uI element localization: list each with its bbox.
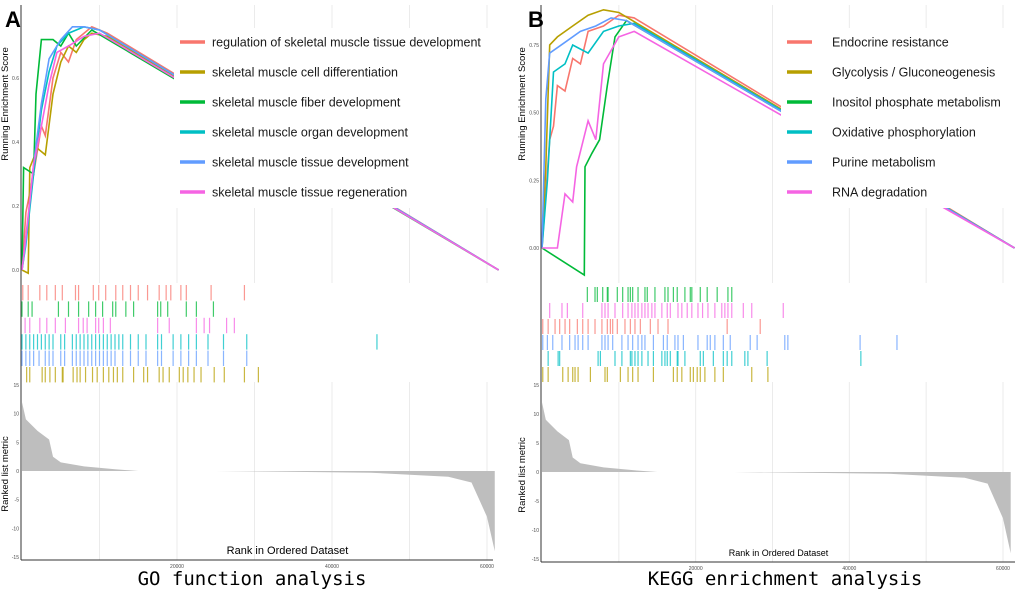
metric-tick-label: 10 bbox=[13, 412, 19, 418]
metric-tick-label: 5 bbox=[16, 440, 19, 446]
metric-tick-label: -5 bbox=[15, 498, 20, 504]
metric-tick-label: 15 bbox=[13, 383, 19, 389]
metric-tick-label: -10 bbox=[532, 528, 539, 534]
panel-label: A bbox=[5, 7, 21, 32]
es-axis-title: Running Enrichment Score bbox=[517, 47, 528, 161]
x-tick-label: 60000 bbox=[480, 564, 494, 570]
es-tick-label: 0.00 bbox=[529, 246, 539, 252]
es-tick-label: 0.6 bbox=[12, 76, 19, 82]
metric-tick-label: 5 bbox=[536, 441, 539, 447]
x-tick-label: 40000 bbox=[325, 564, 339, 570]
es-curve-5 bbox=[21, 32, 500, 271]
legend-background bbox=[781, 28, 1020, 208]
metric-axis-title: Ranked list metric bbox=[517, 437, 528, 513]
legend-label: skeletal muscle organ development bbox=[212, 126, 408, 140]
es-curve-2 bbox=[21, 28, 500, 271]
es-tick-label: 0.4 bbox=[12, 140, 19, 146]
es-tick-label: 0.0 bbox=[12, 268, 19, 274]
legend-label: Endocrine resistance bbox=[832, 36, 949, 50]
es-tick-label: 0.50 bbox=[529, 111, 539, 117]
metric-tick-label: 15 bbox=[533, 383, 539, 389]
metric-tick-label: -15 bbox=[12, 555, 19, 561]
legend-label: Purine metabolism bbox=[832, 156, 936, 170]
figure-caption: GO function analysis bbox=[138, 568, 367, 590]
panel-a: regulation of skeletal muscle tissue dev… bbox=[0, 5, 506, 590]
es-tick-label: 0.2 bbox=[12, 204, 19, 210]
x-tick-label: 20000 bbox=[689, 566, 703, 572]
panel-label: B bbox=[528, 7, 544, 32]
panel-b: Endocrine resistance Glycolysis / Glucone… bbox=[517, 5, 1020, 590]
es-curve-5 bbox=[542, 30, 1015, 249]
es-curve-1 bbox=[21, 32, 500, 275]
es-tick-label: 0.25 bbox=[529, 178, 539, 184]
ranked-metric-area bbox=[542, 402, 1011, 554]
legend-label: skeletal muscle fiber development bbox=[212, 96, 401, 110]
es-curve-4 bbox=[541, 17, 1015, 249]
x-axis-title: Rank in Ordered Dataset bbox=[227, 545, 349, 557]
legend-label: skeletal muscle tissue regeneration bbox=[212, 186, 407, 200]
x-tick-label: 40000 bbox=[842, 566, 856, 572]
metric-tick-label: 10 bbox=[533, 412, 539, 418]
legend-label: regulation of skeletal muscle tissue dev… bbox=[212, 36, 481, 50]
metric-axis-title: Ranked list metric bbox=[0, 436, 11, 512]
legend-label: Inositol phosphate metabolism bbox=[832, 96, 1001, 110]
legend-label: skeletal muscle cell differentiation bbox=[212, 66, 398, 80]
figure-caption: KEGG enrichment analysis bbox=[648, 568, 923, 590]
legend-label: skeletal muscle tissue development bbox=[212, 156, 409, 170]
metric-tick-label: -10 bbox=[12, 526, 19, 532]
metric-tick-label: -15 bbox=[532, 557, 539, 563]
legend-label: Glycolysis / Gluconeogenesis bbox=[832, 66, 995, 80]
legend-label: RNA degradation bbox=[832, 186, 927, 200]
es-curve-1 bbox=[541, 8, 1015, 249]
es-tick-label: 0.75 bbox=[529, 43, 539, 49]
x-tick-label: 20000 bbox=[170, 564, 184, 570]
es-curve-0 bbox=[541, 14, 1015, 249]
legend-background bbox=[174, 28, 506, 208]
metric-tick-label: 0 bbox=[16, 469, 19, 475]
es-axis-title: Running Enrichment Score bbox=[0, 47, 11, 161]
legend-label: Oxidative phosphorylation bbox=[832, 126, 976, 140]
ranked-metric-area bbox=[22, 402, 495, 552]
metric-tick-label: 0 bbox=[536, 470, 539, 476]
metric-tick-label: -5 bbox=[535, 499, 540, 505]
x-axis-title: Rank in Ordered Dataset bbox=[729, 548, 829, 558]
x-tick-label: 60000 bbox=[996, 566, 1010, 572]
es-curve-3 bbox=[541, 22, 1015, 249]
